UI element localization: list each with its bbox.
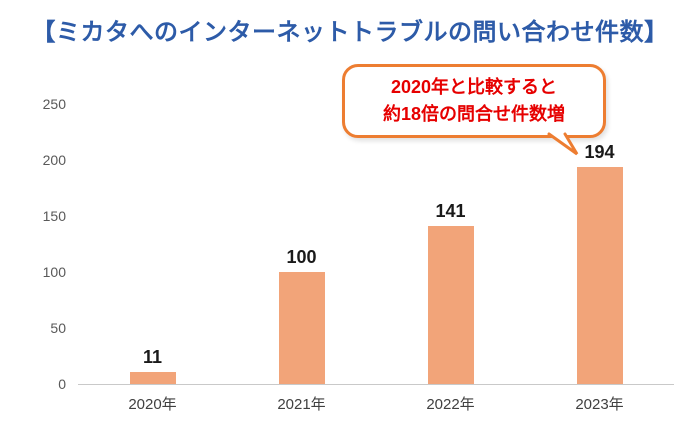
- bar-column: 11: [78, 104, 227, 384]
- x-axis-label: 2020年: [128, 396, 177, 413]
- bar: [576, 167, 623, 384]
- x-axis-labels: 2020年 2021年 2022年 2023年: [78, 393, 674, 414]
- bar-value-label: 194: [584, 142, 615, 162]
- callout-line2: 約18倍の問合せ件数増: [382, 104, 566, 124]
- plot-area: 11 100 141 194: [78, 104, 674, 385]
- y-axis-tick-label: 100: [42, 264, 66, 280]
- bar: [278, 272, 325, 384]
- callout-line1: 2020年と比較すると: [390, 77, 558, 97]
- x-axis-label: 2021年: [277, 396, 326, 413]
- bar: [129, 372, 176, 384]
- y-axis-tick-label: 250: [42, 96, 66, 112]
- bar-column: 100: [227, 104, 376, 384]
- chart-title: 【ミカタへのインターネットトラブルの問い合わせ件数】: [31, 19, 669, 46]
- y-axis: 0 50 100 150 200 250: [26, 96, 66, 392]
- y-axis-tick-label: 50: [50, 320, 66, 336]
- bar-column: 141: [376, 104, 525, 384]
- callout-tail-icon: [547, 132, 579, 156]
- bar-value-label: 141: [435, 201, 466, 221]
- x-axis-label: 2023年: [575, 396, 624, 413]
- bar-value-label: 11: [142, 347, 163, 367]
- y-axis-tick-label: 200: [42, 152, 66, 168]
- callout-bubble: 2020年と比較すると 約18倍の問合せ件数増: [342, 64, 606, 156]
- bar-value-label: 100: [286, 247, 317, 267]
- bar: [427, 226, 474, 384]
- y-axis-tick-label: 0: [58, 376, 66, 392]
- y-axis-tick-label: 150: [42, 208, 66, 224]
- x-axis-label: 2022年: [426, 396, 475, 413]
- bar-column: 194: [525, 104, 674, 384]
